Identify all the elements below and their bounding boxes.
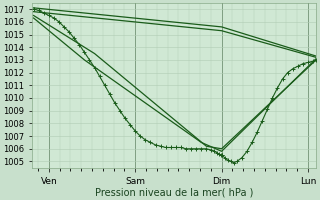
X-axis label: Pression niveau de la mer( hPa ): Pression niveau de la mer( hPa ) [95, 187, 253, 197]
